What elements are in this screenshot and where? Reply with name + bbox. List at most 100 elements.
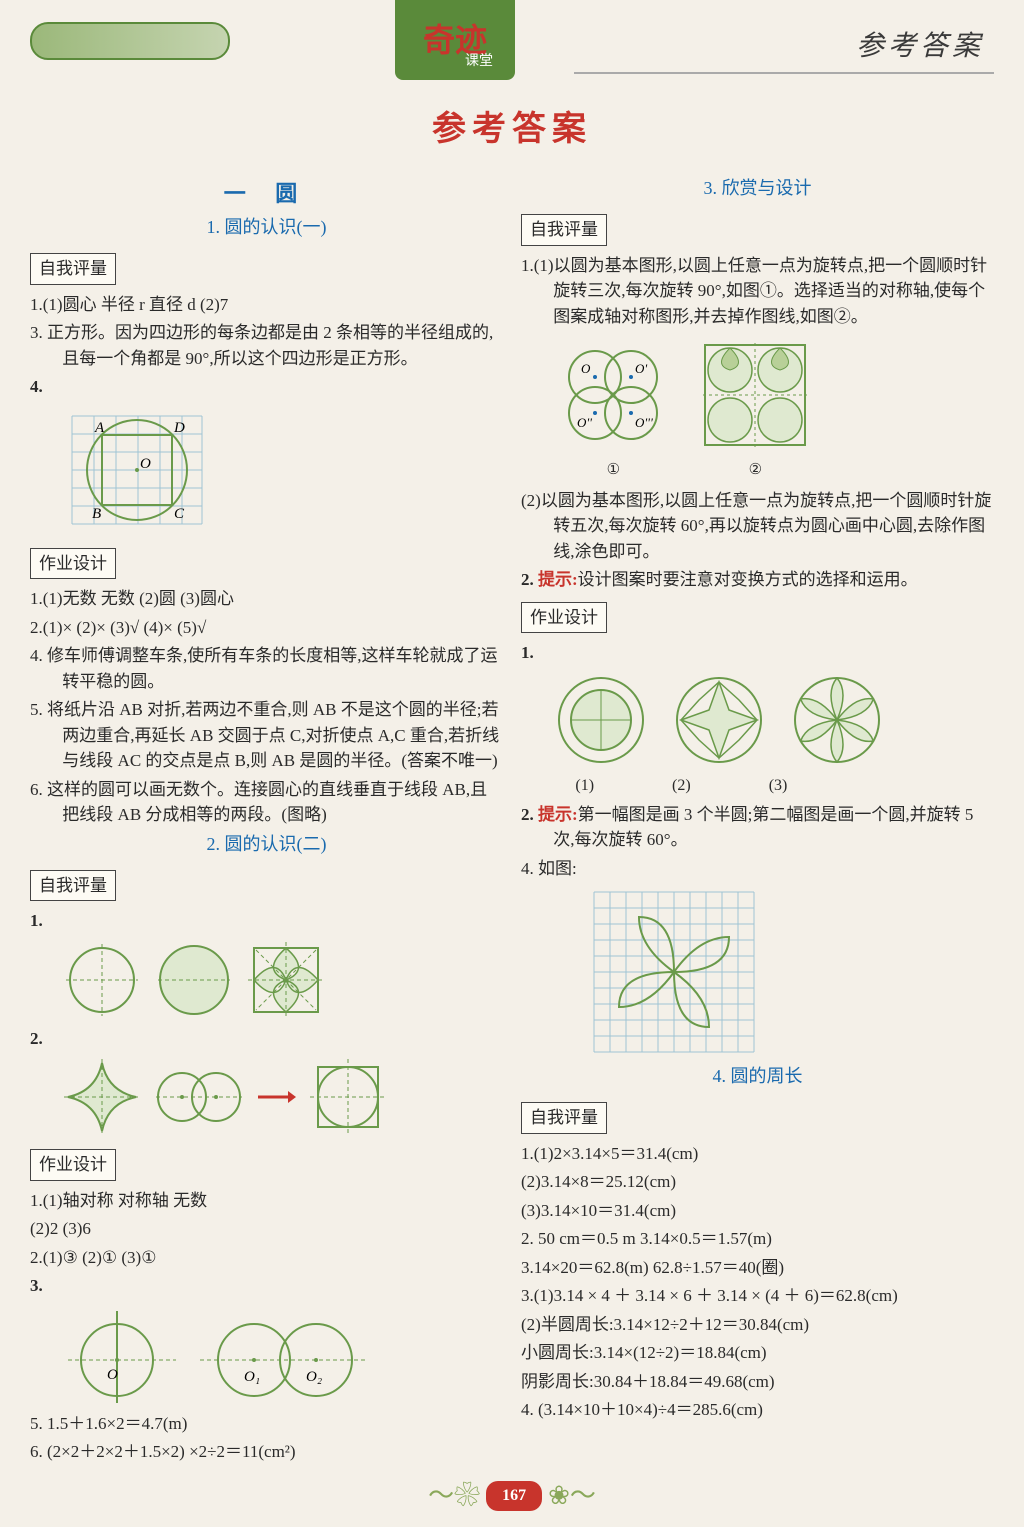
item-number: 1. (30, 911, 43, 930)
answer-text: 3.(1)3.14 × 4 ＋ 3.14 × 6 ＋ 3.14 × (4 ＋ 6… (521, 1283, 994, 1309)
subsection-1-2: 2. 圆的认识(二) (30, 831, 503, 858)
astroid-icon (62, 1057, 142, 1137)
square-arcs-icon (308, 1057, 388, 1137)
answer-text: 小圆周长:3.14×(12÷2)＝18.84(cm) (521, 1340, 994, 1366)
figure-caption: ① (553, 459, 673, 482)
svg-text:A: A (94, 420, 105, 436)
answer-text: 2. (30, 1026, 503, 1052)
svg-text:O₂: O₂ (306, 1369, 322, 1385)
figure-rotation: O O' O'' O''' ① ② (521, 335, 994, 482)
figure-caption: ② (695, 459, 815, 482)
answer-text: 4. 如图: (521, 856, 994, 882)
self-eval-label: 自我评量 (30, 253, 116, 285)
brand-subtext: 课堂 (465, 51, 493, 72)
answer-text: 2. 提示:第一幅图是画 3 个半圆;第二幅图是画一个圆,并旋转 5 次,每次旋… (521, 802, 994, 853)
item-number: 4. (30, 377, 43, 396)
star-flower-icon (671, 672, 767, 768)
answer-text: 3.14×20＝62.8(m) 62.8÷1.57＝40(圈) (521, 1255, 994, 1281)
svg-text:O''': O''' (635, 415, 653, 430)
caption: (1) (575, 774, 594, 798)
two-circles-icon (154, 1057, 244, 1137)
answer-text: 2.(1)③ (2)① (3)① (30, 1245, 503, 1271)
figure-symmetry-1 (30, 940, 503, 1020)
svg-text:C: C (174, 506, 185, 522)
homework-label: 作业设计 (30, 1149, 116, 1181)
circle-vertical-icon: O (62, 1305, 182, 1405)
pattern-grid-icon (695, 335, 815, 455)
item-number: 3. (30, 1276, 43, 1295)
answer-text: (2)3.14×8＝25.12(cm) (521, 1169, 994, 1195)
answer-text: 5. 1.5＋1.6×2＝4.7(m) (30, 1411, 503, 1437)
page-footer: 〜❀ 167 ❀〜 (0, 1476, 1024, 1515)
header-rule (574, 72, 994, 74)
answer-text: 3. (30, 1273, 503, 1299)
page-number: 167 (486, 1481, 542, 1511)
figure-symmetry-2 (30, 1057, 503, 1137)
svg-text:O': O' (635, 361, 647, 376)
figure-square-circle: A D B C O (30, 406, 503, 536)
homework-label: 作业设计 (30, 548, 116, 580)
svg-text:O: O (140, 456, 151, 472)
answer-text: 1.(1)圆心 半径 r 直径 d (2)7 (30, 292, 503, 318)
main-title: 参考答案 (0, 104, 1024, 155)
flourish-icon: 〜❀ (428, 1476, 480, 1515)
svg-text:D: D (173, 420, 185, 436)
answer-text: 2.(1)× (2)× (3)√ (4)× (5)√ (30, 615, 503, 641)
page-header: 奇迹 课堂 参考答案 (0, 0, 1024, 80)
svg-text:B: B (92, 506, 101, 522)
grid-circle-icon: A D B C O (62, 406, 212, 536)
subsection-1-1: 1. 圆的认识(一) (30, 214, 503, 241)
answer-text: 1.(1)2×3.14×5＝31.4(cm) (521, 1141, 994, 1167)
figure-three-circles (521, 672, 994, 768)
content-columns: 一 圆 1. 圆的认识(一) 自我评量 1.(1)圆心 半径 r 直径 d (2… (0, 173, 1024, 1478)
svg-text:O: O (107, 1367, 118, 1383)
caption: (2) (672, 774, 691, 798)
answer-text: 4. 修车师傅调整车条,使所有车条的长度相等,这样车轮就成了运转平稳的圆。 (30, 643, 503, 694)
two-circles-o1o2-icon: O₁ O₂ (194, 1305, 374, 1405)
answer-text: (2)2 (3)6 (30, 1216, 503, 1242)
svg-text:O₁: O₁ (244, 1369, 260, 1385)
answer-text: 1.(1)以圆为基本图形,以圆上任意一点为旋转点,把一个圆顺时针旋转三次,每次旋… (521, 253, 994, 330)
flourish-icon: ❀〜 (548, 1476, 596, 1515)
caption: (3) (769, 774, 788, 798)
item-number: 2. (30, 1029, 43, 1048)
answer-text: (3)3.14×10＝31.4(cm) (521, 1198, 994, 1224)
right-column: 3. 欣赏与设计 自我评量 1.(1)以圆为基本图形,以圆上任意一点为旋转点,把… (521, 173, 994, 1468)
figure-circles-line: O O₁ O₂ (30, 1305, 503, 1405)
answer-text: 6. (2×2＋2×2＋1.5×2) ×2÷2＝11(cm²) (30, 1439, 503, 1465)
four-circles-icon: O O' O'' O''' (553, 335, 673, 455)
circle-axes-icon (62, 940, 142, 1020)
header-title: 参考答案 (856, 26, 984, 68)
filled-circle-icon (154, 940, 234, 1020)
ornament-left (30, 22, 230, 60)
brand-badge: 奇迹 课堂 (395, 0, 515, 80)
answer-text: 6. 这样的圆可以画无数个。连接圆心的直线垂直于线段 AB,且把线段 AB 分成… (30, 777, 503, 828)
subsection-3: 3. 欣赏与设计 (521, 175, 994, 202)
subsection-4: 4. 圆的周长 (521, 1063, 994, 1090)
answer-text: 1. (521, 640, 994, 666)
answer-text: 5. 将纸片沿 AB 对折,若两边不重合,则 AB 不是这个圆的半径;若两边重合… (30, 697, 503, 774)
answer-text: 4. (3.14×10＋10×4)÷4＝285.6(cm) (521, 1397, 994, 1423)
answer-text: 2. 50 cm＝0.5 m 3.14×0.5＝1.57(m) (521, 1226, 994, 1252)
arrow-icon (256, 1087, 296, 1107)
svg-text:O: O (581, 361, 591, 376)
self-eval-label: 自我评量 (521, 214, 607, 246)
ring-quarters-icon (553, 672, 649, 768)
section-1-title: 一 圆 (30, 177, 503, 210)
answer-text: 1.(1)轴对称 对称轴 无数 (30, 1188, 503, 1214)
answer-text: (2)以圆为基本图形,以圆上任意一点为旋转点,把一个圆顺时针旋转五次,每次旋转 … (521, 488, 994, 565)
item-number: 1. (521, 643, 534, 662)
answer-text: 阴影周长:30.84＋18.84＝49.68(cm) (521, 1369, 994, 1395)
answer-text: 3. 正方形。因为四边形的每条边都是由 2 条相等的半径组成的,且每一个角都是 … (30, 320, 503, 371)
svg-text:O'': O'' (577, 415, 592, 430)
petal-square-icon (246, 940, 326, 1020)
figure-captions: (1) (2) (3) (521, 774, 994, 798)
six-petal-icon (789, 672, 885, 768)
left-column: 一 圆 1. 圆的认识(一) 自我评量 1.(1)圆心 半径 r 直径 d (2… (30, 173, 503, 1468)
answer-text: 1. (30, 908, 503, 934)
self-eval-label: 自我评量 (30, 870, 116, 902)
answer-text: (2)半圆周长:3.14×12÷2＋12＝30.84(cm) (521, 1312, 994, 1338)
answer-text: 4. (30, 374, 503, 400)
homework-label: 作业设计 (521, 602, 607, 634)
figure-pinwheel (521, 887, 994, 1057)
